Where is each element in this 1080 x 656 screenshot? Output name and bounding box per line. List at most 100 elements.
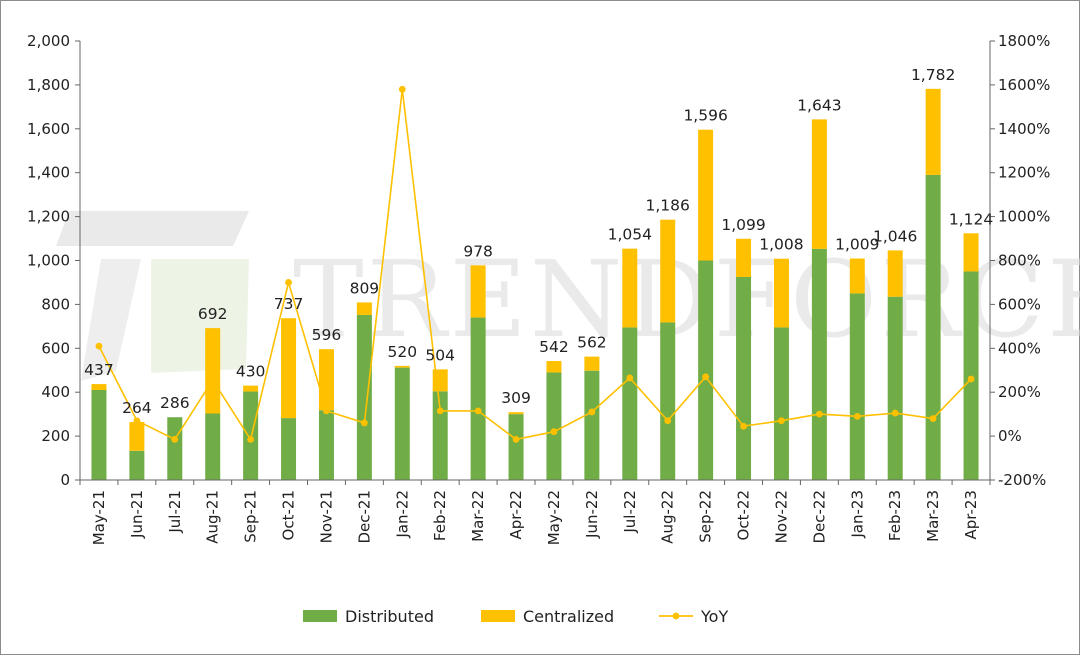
- bar-distributed-jul-22: [622, 327, 638, 480]
- legend-label-centralized: Centralized: [523, 607, 614, 626]
- yoy-point-mar-22: [474, 407, 482, 415]
- total-label-jun-22: 562: [577, 334, 607, 352]
- yoy-point-oct-22: [740, 422, 747, 430]
- bar-centralized-oct-22: [736, 238, 752, 277]
- bar-distributed-oct-21: [281, 418, 297, 480]
- bar-distributed-dec-21: [356, 314, 372, 480]
- bars-layer: [91, 88, 979, 480]
- bar-centralized-mar-23: [925, 88, 941, 175]
- yoy-point-jan-22: [398, 85, 406, 93]
- y-right-tick-label: 200%: [998, 383, 1041, 401]
- total-label-sep-21: 430: [236, 363, 266, 381]
- x-tick-label: Sep-21: [242, 490, 260, 543]
- bar-centralized-apr-22: [508, 412, 524, 415]
- total-label-apr-23: 1,124: [949, 210, 993, 228]
- bar-distributed-nov-21: [318, 410, 334, 480]
- y-right-tick-label: 600%: [998, 295, 1041, 313]
- legend-swatch-centralized: [481, 610, 515, 622]
- bar-centralized-nov-21: [318, 349, 334, 411]
- yoy-point-aug-22: [664, 417, 672, 425]
- yoy-point-may-21: [95, 342, 103, 350]
- yoy-point-jun-22: [588, 408, 596, 416]
- x-tick-label: Jan-22: [393, 490, 411, 539]
- bar-distributed-jul-21: [167, 417, 183, 480]
- y-left-tick-label: 600: [41, 339, 70, 357]
- legend-label-distributed: Distributed: [345, 607, 434, 626]
- total-label-feb-23: 1,046: [873, 227, 917, 245]
- total-label-dec-22: 1,643: [797, 96, 841, 114]
- watermark-text: TRENDFORCE: [293, 238, 1080, 361]
- yoy-point-dec-21: [360, 419, 368, 427]
- y-right-tick-label: 1600%: [998, 76, 1050, 94]
- total-label-dec-21: 809: [350, 279, 380, 297]
- x-tick-label: Oct-22: [735, 490, 753, 540]
- total-label-jun-21: 264: [122, 399, 152, 417]
- total-label-aug-21: 692: [198, 305, 228, 323]
- y-left-tick-label: 2,000: [27, 32, 70, 50]
- x-tick-label: Nov-22: [772, 490, 790, 543]
- x-tick-label: Apr-22: [507, 490, 525, 540]
- bar-distributed-sep-22: [698, 260, 714, 480]
- bar-distributed-feb-22: [432, 391, 448, 480]
- y-left-tick-label: 800: [41, 295, 70, 313]
- trendforce-watermark: TRENDFORCE: [56, 211, 1080, 381]
- x-tick-label: May-22: [545, 490, 563, 545]
- yoy-point-dec-22: [815, 410, 823, 418]
- x-tick-label: Dec-22: [810, 490, 828, 544]
- bar-distributed-jan-22: [394, 367, 410, 480]
- total-label-nov-22: 1,008: [759, 236, 803, 254]
- y-right-tick-label: 400%: [998, 339, 1041, 357]
- yoy-point-nov-21: [323, 407, 330, 415]
- bar-distributed-aug-22: [660, 322, 676, 480]
- x-tick-label: Jun-21: [128, 490, 146, 539]
- total-label-mar-23: 1,782: [911, 66, 955, 84]
- x-tick-label: May-21: [90, 490, 108, 545]
- bar-distributed-aug-21: [205, 413, 221, 480]
- yoy-point-nov-22: [778, 417, 785, 425]
- bar-centralized-aug-22: [660, 219, 676, 323]
- total-label-jan-23: 1,009: [835, 236, 879, 254]
- bar-centralized-mar-22: [470, 265, 486, 318]
- yoy-point-feb-22: [436, 407, 444, 415]
- yoy-line-layer: [95, 85, 975, 443]
- bar-distributed-may-21: [91, 390, 107, 480]
- legend-label-yoy: YoY: [700, 607, 728, 626]
- bar-centralized-sep-21: [243, 385, 259, 392]
- bar-distributed-jun-22: [584, 370, 600, 480]
- x-tick-label: Apr-23: [962, 490, 980, 540]
- x-tick-label: Aug-21: [204, 490, 222, 544]
- bar-centralized-feb-23: [887, 250, 903, 297]
- total-label-mar-22: 978: [463, 242, 493, 260]
- total-labels-layer: 437 264 286 692 430 737 596 809 520 504 978 309 542 5…: [84, 66, 993, 417]
- y-right-tick-label: 0%: [998, 427, 1022, 445]
- bar-centralized-may-22: [546, 361, 562, 373]
- bar-centralized-oct-21: [281, 318, 297, 419]
- axes-layer: 0 200 400 600 800 1,000 1,200 1,400 1,600 1,800 2,…: [27, 32, 1050, 545]
- bar-centralized-jun-21: [129, 422, 145, 451]
- y-left-tick-label: 1,200: [27, 208, 70, 226]
- yoy-point-oct-21: [285, 279, 292, 286]
- y-right-tick-label: 1000%: [998, 208, 1050, 226]
- total-label-jul-21: 286: [160, 394, 190, 412]
- total-label-oct-22: 1,099: [721, 216, 765, 234]
- watermark-logo-stem: [81, 259, 141, 381]
- x-tick-label: Jul-21: [166, 490, 184, 534]
- x-tick-label: Jun-22: [583, 490, 601, 539]
- y-right-tick-label: 1800%: [998, 32, 1050, 50]
- bar-centralized-sep-22: [698, 129, 714, 261]
- bar-distributed-dec-22: [811, 248, 827, 480]
- yoy-point-aug-21: [209, 376, 217, 384]
- x-tick-label: Jul-22: [621, 490, 639, 534]
- total-label-aug-22: 1,186: [646, 197, 690, 215]
- x-tick-label: Oct-21: [280, 490, 298, 540]
- yoy-point-jan-23: [853, 412, 861, 420]
- y-left-tick-label: 1,600: [27, 120, 70, 138]
- yoy-point-jul-21: [171, 435, 179, 443]
- total-label-nov-21: 596: [312, 326, 342, 344]
- bar-distributed-mar-23: [925, 174, 941, 480]
- yoy-point-apr-22: [512, 435, 520, 443]
- bar-distributed-nov-22: [773, 327, 789, 480]
- bar-distributed-mar-22: [470, 317, 486, 480]
- legend-swatch-distributed: [303, 610, 337, 622]
